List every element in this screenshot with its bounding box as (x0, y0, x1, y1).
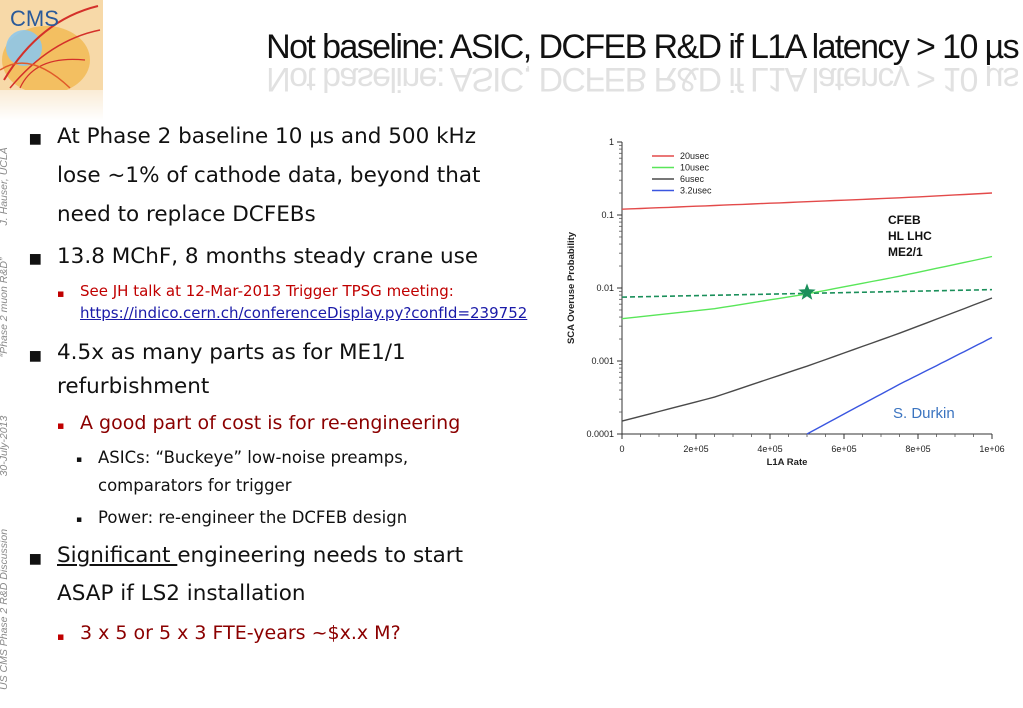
bullet-3-sub-1a-line-2: comparators for trigger (98, 476, 292, 495)
cms-logo: CMS (0, 0, 103, 90)
sub-sub-bullet-marker: ▪ (76, 515, 83, 525)
bullet-marker: ▪ (28, 546, 43, 571)
legend-label-6usec: 6usec (680, 174, 705, 184)
chart-annotation-line: HL LHC (888, 229, 932, 243)
x-tick-label: 4e+05 (757, 444, 782, 454)
slide-title-reflection: Not baseline: ASIC, DCFEB R&D if L1A lat… (266, 66, 1018, 98)
legend-label-10usec: 10usec (680, 163, 710, 173)
x-tick-label: 0 (619, 444, 624, 454)
logo-reflection (0, 90, 103, 120)
sub-bullet-marker: ▪ (57, 630, 65, 643)
chart-credit: S. Durkin (893, 405, 955, 422)
footer-topic: “Phase 2 muon R&D” (0, 257, 10, 358)
bullet-3-sub-1: A good part of cost is for re-engineerin… (80, 412, 461, 434)
y-axis-label: SCA Overuse Probability (566, 231, 577, 344)
bullet-3-line-2: refurbishment (57, 374, 210, 399)
x-tick-label: 8e+05 (905, 444, 930, 454)
bullet-4-underlined: Significant (57, 543, 178, 568)
sub-bullet-marker: ▪ (57, 287, 65, 300)
legend-label-3.2usec: 3.2usec (680, 186, 712, 196)
y-tick-label: 0.1 (601, 210, 614, 220)
bullet-3-line-1: 4.5x as many parts as for ME1/1 (57, 340, 406, 365)
star-marker (798, 283, 816, 300)
bullet-4-sub-1: 3 x 5 or 5 x 3 FTE-years ~$x.x M? (80, 622, 401, 644)
x-tick-label: 1e+06 (979, 444, 1004, 454)
indico-link[interactable]: https://indico.cern.ch/conferenceDisplay… (80, 304, 528, 322)
series-line-6usec (621, 297, 993, 422)
series-line-20usec (621, 192, 993, 210)
x-axis-label: L1A Rate (767, 457, 808, 468)
bullet-3-sub-1b: Power: re-engineer the DCFEB design (98, 508, 408, 527)
bullet-marker: ▪ (28, 246, 43, 271)
bullet-1-line-2: lose ~1% of cathode data, beyond that (57, 163, 481, 188)
footer-event: US CMS Phase 2 R&D Discussion (0, 528, 10, 690)
footer-author: J. Hauser, UCLA (0, 147, 10, 226)
logo-text: CMS (10, 6, 59, 31)
y-tick-label: 0.001 (591, 356, 614, 366)
chart-annotation-line: ME2/1 (888, 245, 923, 259)
sub-sub-bullet-marker: ▪ (76, 455, 83, 465)
bullet-2: 13.8 MChF, 8 months steady crane use (57, 244, 479, 269)
bullet-2-sub-1: See JH talk at 12-Mar-2013 Trigger TPSG … (80, 282, 454, 300)
bullet-marker: ▪ (28, 126, 43, 151)
bullet-1-line-3: need to replace DCFEBs (57, 202, 316, 227)
sub-bullet-marker: ▪ (57, 419, 65, 432)
bullet-4-rest: engineering needs to start (177, 543, 464, 568)
x-tick-label: 2e+05 (683, 444, 708, 454)
slide-title: Not baseline: ASIC, DCFEB R&D if L1A lat… (266, 28, 1019, 66)
legend-label-20usec: 20usec (680, 151, 710, 161)
bullet-4-line-2: ASAP if LS2 installation (57, 581, 306, 606)
sca-overuse-chart: 0.0001 0.001 0.01 0.1 1 0 2e+05 4e+05 6e+05 8e+05… (566, 137, 1005, 468)
footer-date: 30-July-2013 (0, 415, 10, 477)
y-tick-label: 0.01 (596, 283, 614, 293)
x-tick-label: 6e+05 (831, 444, 856, 454)
bullet-1-line-1: At Phase 2 baseline 10 µs and 500 kHz (57, 124, 476, 149)
bullet-3-sub-1a-line-1: ASICs: “Buckeye” low-noise preamps, (98, 448, 409, 467)
y-tick-label: 0.0001 (586, 429, 614, 439)
chart-annotation-line: CFEB (888, 213, 921, 227)
bullet-4-line-1: Significant engineering needs to start (57, 537, 463, 575)
series-line-3.2usec (806, 336, 993, 435)
bullet-marker: ▪ (28, 343, 43, 368)
footer-sidebar: US CMS Phase 2 R&D Discussion 30-July-20… (0, 10, 10, 690)
y-tick-label: 1 (609, 137, 614, 147)
